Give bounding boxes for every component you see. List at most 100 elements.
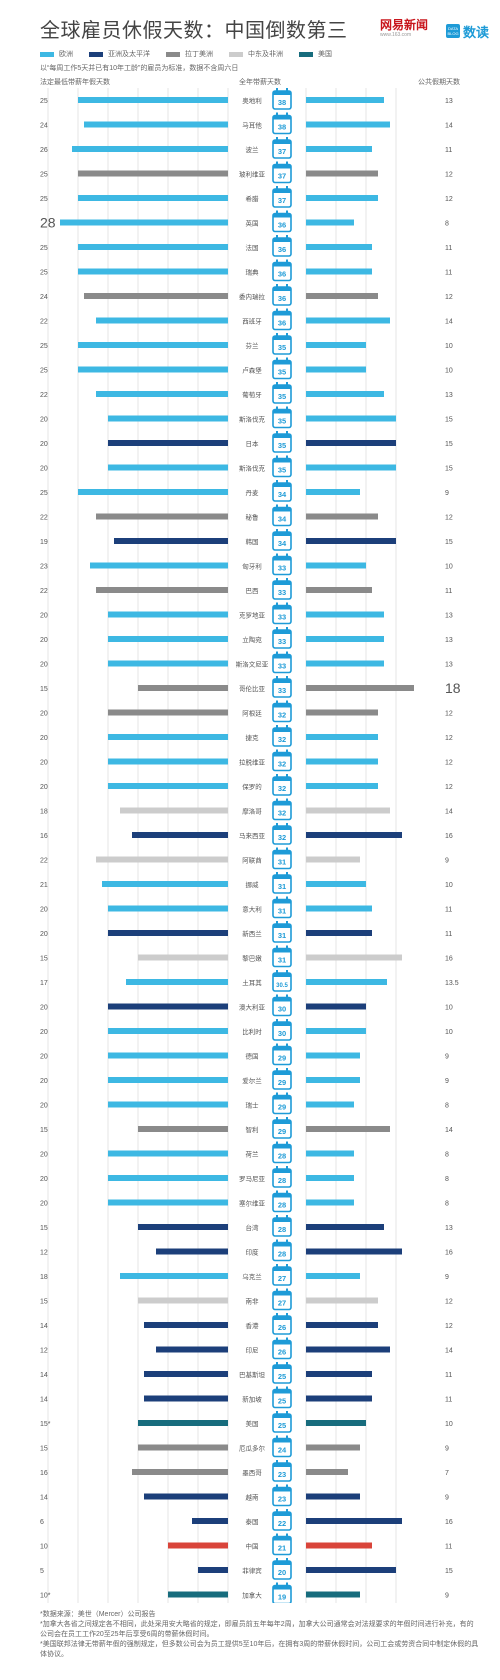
total-days-value: 31 [278, 907, 286, 916]
total-days-value: 33 [278, 564, 286, 573]
criteria-note: 以“每周工作5天并已有10年工龄”的雇员为标准，数据不含周六日 [40, 63, 238, 73]
public-holiday-value: 12 [445, 515, 453, 522]
country-label: 新加坡 [242, 1395, 262, 1404]
public-holiday-bar [306, 97, 384, 103]
calendar-icon: 34 [273, 480, 291, 501]
annual-leave-value: 20 [40, 637, 48, 644]
footer-source: *数据来源：美世（Mercer）公司报告 [40, 1610, 480, 1620]
calendar-ring [286, 1264, 288, 1268]
calendar-icon: 36 [273, 309, 291, 330]
total-days-value: 26 [278, 1323, 286, 1332]
annual-leave-bar [78, 269, 228, 275]
public-holiday-value: 9 [445, 1078, 449, 1085]
total-days-value: 22 [278, 1519, 286, 1528]
calendar-icon: 26 [273, 1313, 291, 1334]
calendar-ring [276, 113, 278, 117]
calendar-ring [276, 627, 278, 631]
calendar-header [273, 1071, 291, 1075]
calendar-ring [286, 652, 288, 656]
legend-swatch [40, 52, 54, 57]
footer-note-usa: *美国联邦法律无带薪年假的强制规定，但多数公司会为员工提供5至10年后，在拥有3… [40, 1640, 480, 1660]
total-days-value: 29 [278, 1054, 286, 1063]
annual-leave-bar [96, 318, 228, 324]
legend-label: 欧洲 [59, 49, 73, 59]
annual-leave-value: 20 [40, 931, 48, 938]
annual-leave-bar [108, 906, 228, 912]
calendar-ring [276, 652, 278, 656]
calendar-header [273, 655, 291, 659]
country-label: 荷兰 [246, 1150, 260, 1159]
calendar-header [273, 1292, 291, 1296]
annual-leave-bar [108, 1004, 228, 1010]
calendar-ring [276, 1485, 278, 1489]
public-holiday-bar [306, 587, 372, 593]
total-days-value: 28 [278, 1201, 286, 1210]
country-label: 意大利 [242, 905, 262, 914]
annual-leave-value: 12 [40, 1250, 48, 1257]
public-holiday-bar [306, 1322, 378, 1328]
total-days-value: 33 [278, 662, 286, 671]
calendar-ring [286, 701, 288, 705]
left-column-header: 法定最低带薪年假天数 [40, 77, 110, 87]
calendar-icon: 21 [273, 1534, 291, 1555]
public-holiday-value: 16 [445, 1519, 453, 1526]
public-holiday-value: 12 [445, 760, 453, 767]
calendar-ring [286, 1558, 288, 1562]
public-holiday-value: 13 [445, 662, 453, 669]
public-holiday-bar [306, 710, 378, 716]
country-label: 玻利维亚 [239, 170, 266, 179]
annual-leave-bar [108, 416, 228, 422]
calendar-ring [286, 186, 288, 190]
calendar-icon: 33 [273, 578, 291, 599]
calendar-icon: 22 [273, 1509, 291, 1530]
calendar-ring [286, 211, 288, 215]
country-label: 瑞典 [246, 268, 260, 277]
calendar-icon: 23 [273, 1460, 291, 1481]
calendar-header [273, 1096, 291, 1100]
calendar-ring [276, 799, 278, 803]
public-holiday-value: 12 [445, 784, 453, 791]
annual-leave-value: 20 [40, 1054, 48, 1061]
public-holiday-bar [306, 808, 390, 814]
calendar-header [273, 287, 291, 291]
calendar-ring [286, 1509, 288, 1513]
total-days-value: 38 [278, 123, 286, 132]
calendar-ring [286, 1485, 288, 1489]
annual-leave-value: 17 [40, 980, 48, 987]
calendar-ring [286, 750, 288, 754]
total-days-value: 28 [278, 1250, 286, 1259]
country-label: 瑞士 [246, 1101, 260, 1110]
annual-leave-bar [102, 881, 228, 887]
annual-leave-value: 25 [40, 98, 48, 105]
public-holiday-value: 15 [445, 417, 453, 424]
total-days-value: 37 [278, 147, 286, 156]
annual-leave-bar [156, 1347, 228, 1353]
annual-leave-value: 20 [40, 711, 48, 718]
calendar-icon: 28 [273, 1142, 291, 1163]
calendar-header [273, 1316, 291, 1320]
annual-leave-value: 22 [40, 319, 48, 326]
annual-leave-value: 20 [40, 784, 48, 791]
calendar-icon: 31 [273, 872, 291, 893]
calendar-header [273, 1218, 291, 1222]
public-holiday-bar [306, 1543, 372, 1549]
annual-leave-value: 15 [40, 686, 48, 693]
calendar-header [273, 165, 291, 169]
public-holiday-value: 9 [445, 858, 449, 865]
annual-leave-bar [108, 612, 228, 618]
public-holiday-value: 10 [445, 368, 453, 375]
calendar-ring [276, 456, 278, 460]
calendar-ring [286, 970, 288, 974]
country-label: 乌克兰 [242, 1272, 262, 1281]
public-holiday-value: 14 [445, 319, 453, 326]
calendar-header [273, 777, 291, 781]
calendar-ring [286, 1093, 288, 1097]
public-holiday-bar [306, 906, 372, 912]
annual-leave-value: 25 [40, 270, 48, 277]
annual-leave-value: 20 [40, 735, 48, 742]
country-label: 匈牙利 [242, 562, 262, 571]
country-label: 韩国 [246, 537, 259, 546]
annual-leave-bar [138, 1420, 228, 1426]
calendar-header [273, 91, 291, 95]
country-label: 斯洛文尼亚 [236, 660, 269, 669]
